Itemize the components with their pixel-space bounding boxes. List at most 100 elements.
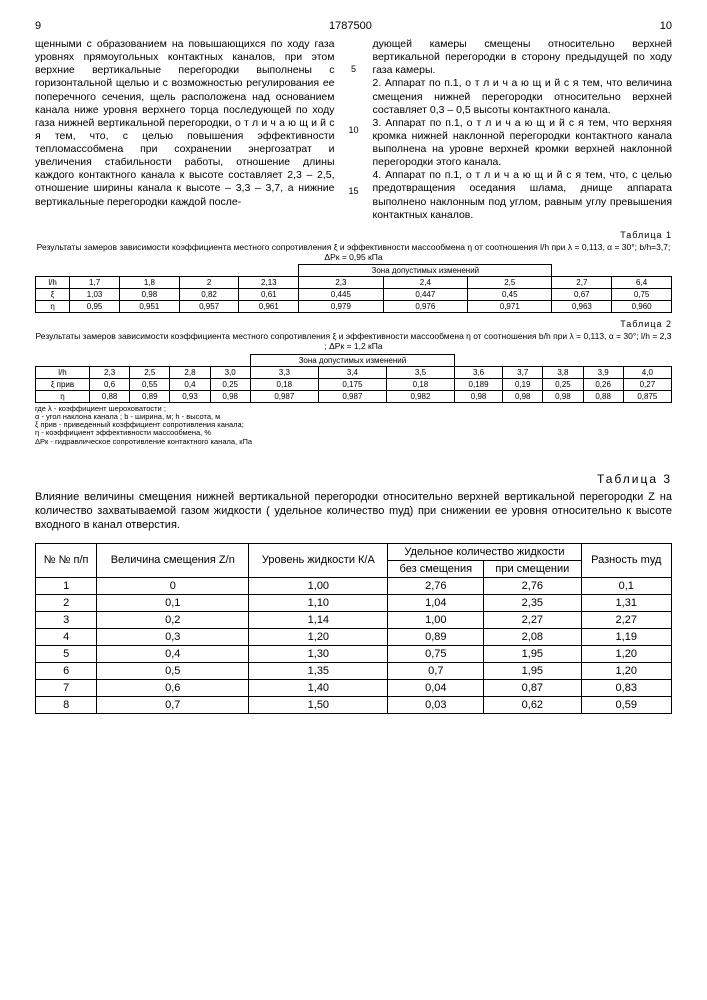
table-cell: 0,89 [388,628,484,645]
table-cell: 0,2 [97,611,249,628]
table-cell: 2,5 [130,366,170,378]
col-qty: Удельное количество жидкости [388,543,581,560]
table-cell: 3 [36,611,97,628]
table-cell: 1,14 [249,611,388,628]
table-cell: 1 [36,577,97,594]
table-cell: 0,62 [484,696,581,713]
table-row: η0,950,9510,9570,9610,9790,9760,9710,963… [36,301,672,313]
zone-label: Зона допустимых изменений [250,354,454,366]
table-cell: 2,27 [484,611,581,628]
table-cell: 0,6 [97,679,249,696]
table-cell: 2,4 [383,277,467,289]
table-cell: 4,0 [623,366,671,378]
table-cell: 0,960 [612,301,672,313]
table-cell: 0,957 [179,301,239,313]
table-cell: 1,03 [70,289,120,301]
table3-header-row: № № п/п Величина смещения Z/n Уровень жи… [36,543,672,560]
table-cell: 0,982 [386,390,454,402]
table-cell: 0,18 [250,378,318,390]
table-row: 30,21,141,002,272,27 [36,611,672,628]
table-cell: 1,00 [249,577,388,594]
table-cell: 0,7 [388,662,484,679]
table-cell: 0,4 [97,645,249,662]
table-cell: l/h [36,277,70,289]
right-para: 4. Аппарат по п.1, о т л и ч а ю щ и й с… [373,169,673,220]
table2: Зона допустимых изменений l/h2,32,52,83,… [35,354,672,403]
table-cell: 8 [36,696,97,713]
footnote-line: ΔPк - гидравлическое сопротивление конта… [35,438,672,446]
table-cell: 1,20 [581,662,672,679]
zone-row: Зона допустимых изменений [36,265,672,277]
table2-label: Таблица 2 [35,319,672,329]
table-cell: 0,963 [552,301,612,313]
table-cell: 1,19 [581,628,672,645]
right-para: 2. Аппарат по п.1, о т л и ч а ю щ и й с… [373,77,673,115]
table-row: 80,71,500,030,620,59 [36,696,672,713]
table-cell: 1,10 [249,594,388,611]
table-cell: 0,83 [581,679,672,696]
table1: Зона допустимых изменений l/h1,71,822,13… [35,264,672,313]
table2-footnotes: где λ - коэффициент шероховатости ;α - у… [35,405,672,446]
table1-caption: Результаты замеров зависимости коэффицие… [35,242,672,262]
table-cell: 0,875 [623,390,671,402]
table-cell: 0,45 [468,289,552,301]
line-num: 10 [347,125,361,135]
zone-row: Зона допустимых изменений [36,354,672,366]
table-cell: ξ [36,289,70,301]
right-para: 3. Аппарат по п.1, о т л и ч а ю щ и й с… [373,117,673,168]
table-cell: 0,18 [386,378,454,390]
body-columns: щенными с образованием на повышающихся п… [35,38,672,222]
table-cell: 2,35 [484,594,581,611]
table-cell: 0,987 [250,390,318,402]
table-cell: 2,3 [299,277,383,289]
table-row: l/h1,71,822,132,32,42,52,76,4 [36,277,672,289]
table-cell: 0,04 [388,679,484,696]
table-cell: 0,979 [299,301,383,313]
line-num: 5 [347,64,361,74]
table-cell: 2 [36,594,97,611]
table-cell: 3,9 [583,366,623,378]
table-row: l/h2,32,52,83,03,33,43,53,63,73,83,94,0 [36,366,672,378]
table-cell: 0,1 [97,594,249,611]
table-cell: 4 [36,628,97,645]
table-row: 20,11,101,042,351,31 [36,594,672,611]
table-cell: 0,98 [543,390,583,402]
table-cell: 2,13 [239,277,299,289]
table-cell: 3,3 [250,366,318,378]
table-cell: 1,04 [388,594,484,611]
table-row: ξ1,030,980,820,610,4450,4470,450,670,75 [36,289,672,301]
left-page-num: 9 [35,20,41,32]
table-cell: 2,8 [170,366,210,378]
table-cell: 0 [97,577,249,594]
table3-caption: Влияние величины смещения нижней вертика… [35,490,672,533]
table-cell: 0,98 [454,390,502,402]
table-cell: 3,4 [318,366,386,378]
table-cell: 0,7 [97,696,249,713]
table-cell: 1,20 [249,628,388,645]
table-cell: 1,95 [484,645,581,662]
table-cell: 0,95 [70,301,120,313]
table3-label: Таблица 3 [35,472,672,486]
table-cell: 1,31 [581,594,672,611]
table-row: 70,61,400,040,870,83 [36,679,672,696]
table-cell: 0,75 [612,289,672,301]
table-cell: 0,88 [583,390,623,402]
table-cell: 0,03 [388,696,484,713]
left-col-text: щенными с образованием на повышающихся п… [35,38,335,208]
zone-label: Зона допустимых изменений [299,265,552,277]
table-cell: 0,951 [120,301,180,313]
table2-caption: Результаты замеров зависимости коэффицие… [35,331,672,351]
line-num: 15 [347,186,361,196]
right-page-num: 10 [660,20,672,32]
table-row: ξ прив0,60,550,40,250,180,1750,180,1890,… [36,378,672,390]
table-cell: 1,00 [388,611,484,628]
table-cell: 0,961 [239,301,299,313]
table-cell: 0,98 [210,390,250,402]
table-cell: 2,76 [388,577,484,594]
table-cell: 0,26 [583,378,623,390]
left-column: щенными с образованием на повышающихся п… [35,38,335,222]
table-cell: 0,5 [97,662,249,679]
table-cell: 0,55 [130,378,170,390]
right-column: дующей камеры смещены относительно верхн… [373,38,673,222]
header-row: 9 1787500 10 [35,20,672,32]
